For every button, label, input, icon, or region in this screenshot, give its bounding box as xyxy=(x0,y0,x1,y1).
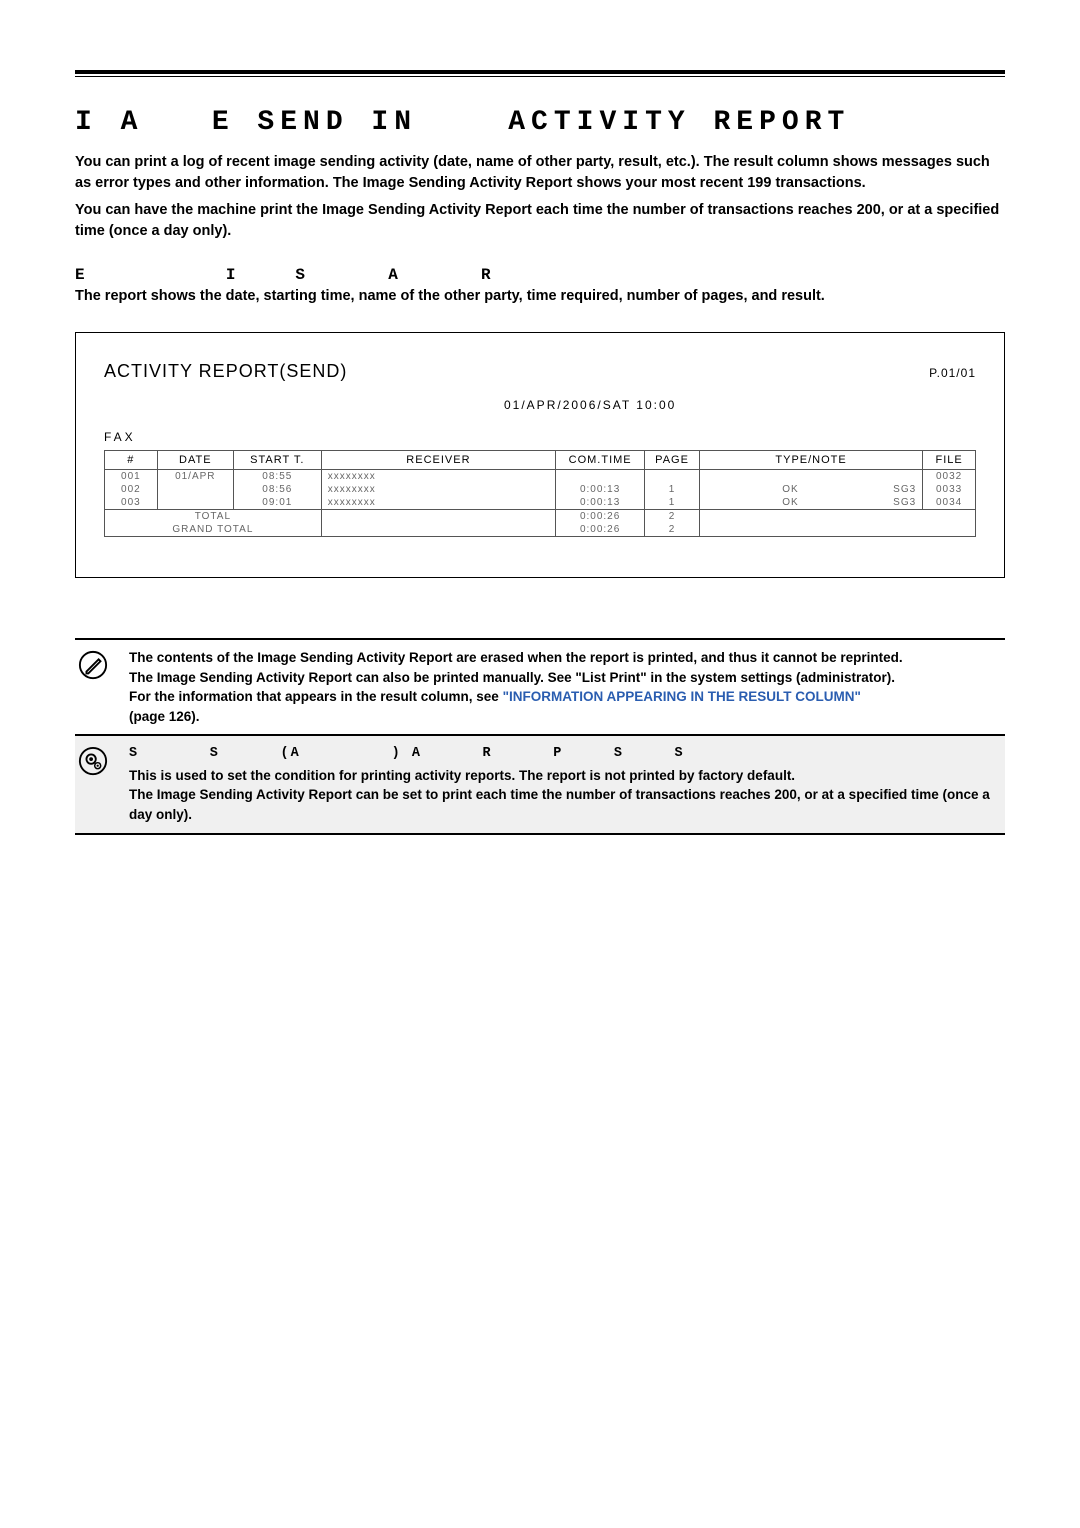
system-settings-heading: S S (A ) A R P S S xyxy=(129,744,1001,764)
note-line: (page 126). xyxy=(129,707,1001,727)
col-num: # xyxy=(105,451,158,470)
page-title: I A E SEND IN ACTIVITY REPORT xyxy=(75,107,1005,138)
note-line: The Image Sending Activity Report can be… xyxy=(129,785,1001,824)
col-file: FILE xyxy=(923,451,976,470)
col-receiver: RECEIVER xyxy=(321,451,555,470)
note-line: For the information that appears in the … xyxy=(129,687,1001,707)
system-settings-note: S S (A ) A R P S S This is used to set t… xyxy=(75,736,1005,834)
note-line: The contents of the Image Sending Activi… xyxy=(129,648,1001,668)
intro-paragraph-1: You can print a log of recent image send… xyxy=(75,152,1005,194)
table-row-grand-total: GRAND TOTAL 0:00:26 2 xyxy=(105,523,976,537)
table-row: 001 01/APR 08:55 xxxxxxxx 0032 xyxy=(105,470,976,484)
table-row: 003 09:01 xxxxxxxx 0:00:13 1 OK SG3 0034 xyxy=(105,496,976,510)
note-line: This is used to set the condition for pr… xyxy=(129,766,1001,786)
activity-report-sample: ACTIVITY REPORT(SEND) P.01/01 01/APR/200… xyxy=(75,332,1005,578)
note-line: The Image Sending Activity Report can al… xyxy=(129,668,1001,688)
col-date: DATE xyxy=(157,451,233,470)
gear-icon xyxy=(75,744,111,776)
example-heading: E I S A R xyxy=(75,266,1005,284)
report-mode: FAX xyxy=(104,430,976,444)
report-table: # DATE START T. RECEIVER COM.TIME PAGE T… xyxy=(104,450,976,537)
table-row: 002 08:56 xxxxxxxx 0:00:13 1 OK SG3 0033 xyxy=(105,483,976,496)
example-description: The report shows the date, starting time… xyxy=(75,288,1005,304)
report-title: ACTIVITY REPORT(SEND) xyxy=(104,361,347,382)
info-note: The contents of the Image Sending Activi… xyxy=(75,638,1005,736)
result-column-link[interactable]: "INFORMATION APPEARING IN THE RESULT COL… xyxy=(503,689,861,704)
pencil-icon xyxy=(75,648,111,680)
intro-block: You can print a log of recent image send… xyxy=(75,152,1005,242)
intro-paragraph-2: You can have the machine print the Image… xyxy=(75,200,1005,242)
table-row-total: TOTAL 0:00:26 2 xyxy=(105,510,976,524)
report-datetime: 01/APR/2006/SAT 10:00 xyxy=(104,398,976,412)
col-comtime: COM.TIME xyxy=(556,451,645,470)
col-typenote: TYPE/NOTE xyxy=(699,451,922,470)
col-page: PAGE xyxy=(645,451,700,470)
col-start: START T. xyxy=(233,451,321,470)
report-page-number: P.01/01 xyxy=(929,366,976,380)
